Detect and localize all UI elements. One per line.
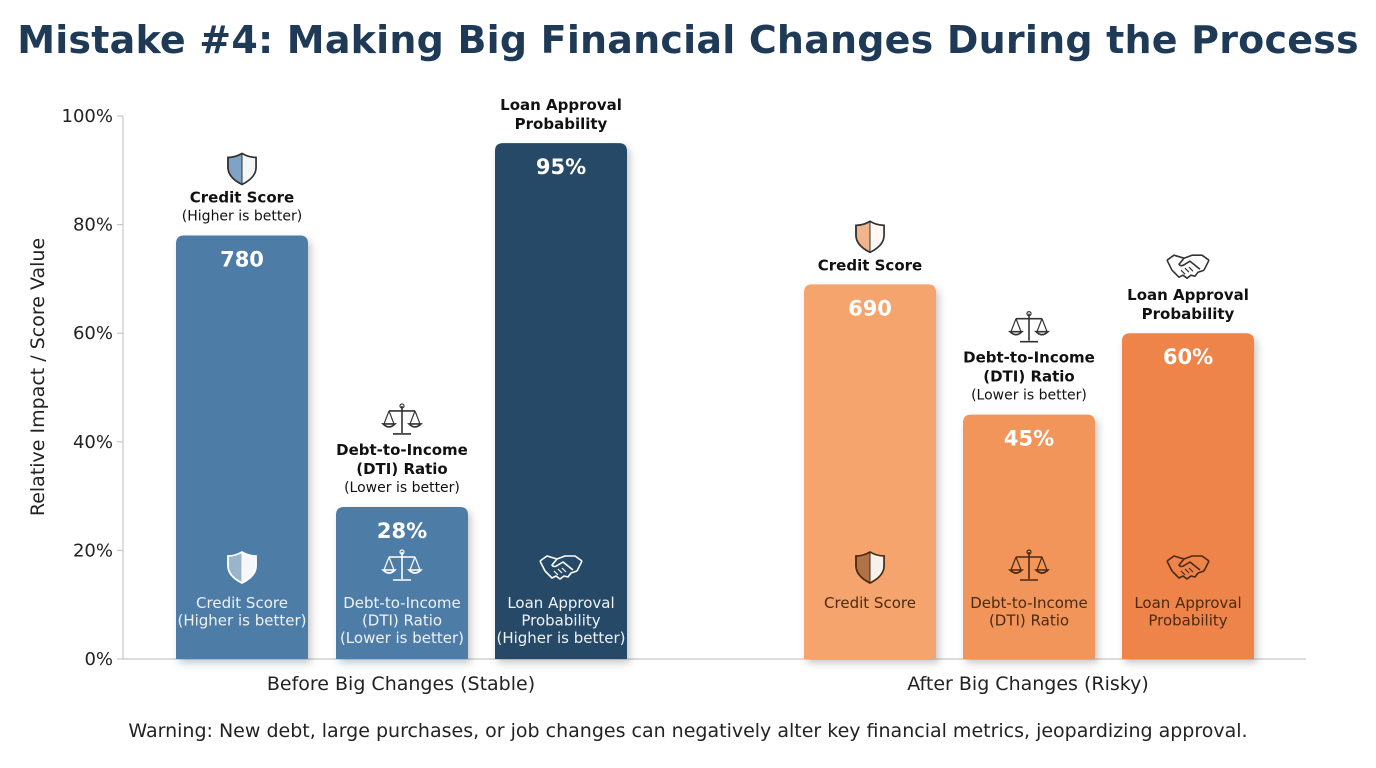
bar — [804, 284, 936, 659]
bar-annotation-title: (DTI) Ratio — [983, 368, 1075, 386]
bar — [963, 414, 1095, 659]
bar-inner-label: Credit Score — [824, 594, 916, 612]
bar-series-item: 690 Credit Score Credit Score — [804, 220, 936, 659]
bar-value-label: 28% — [377, 519, 427, 543]
bar-annotation-title: Debt-to-Income — [963, 349, 1095, 367]
bar-annotation-title: Loan Approval — [1127, 286, 1249, 304]
bar-series-item: 28%Debt-to-Income(DTI) Ratio(Lower is be… — [336, 403, 468, 659]
bar-value-label: 780 — [220, 247, 264, 271]
handshake-icon — [1166, 254, 1210, 280]
handshake-icon — [539, 555, 583, 580]
bar-inner-label: (DTI) Ratio — [362, 612, 442, 630]
bar-annotation-title: Probability — [1142, 305, 1235, 323]
bar-value-label: 95% — [536, 155, 586, 179]
bar-inner-label: (Higher is better) — [177, 612, 306, 630]
bar-inner-label: Debt-to-Income — [343, 594, 461, 612]
shield-icon — [227, 551, 257, 584]
bar-value-label: 690 — [848, 296, 892, 320]
bar-inner-label: Probability — [1148, 612, 1227, 630]
bar-inner-label: Loan Approval — [1134, 594, 1241, 612]
group-axis-label: Before Big Changes (Stable) — [267, 673, 535, 695]
y-tick-label: 40% — [73, 432, 113, 453]
y-tick-label: 100% — [62, 106, 113, 127]
bar-inner-label: Debt-to-Income — [970, 594, 1088, 612]
bar-series-item: 45%Debt-to-Income(DTI) RatioDebt-to-Inco… — [963, 311, 1095, 659]
warning-footnote: Warning: New debt, large purchases, or j… — [128, 720, 1248, 742]
scale-icon — [381, 403, 423, 435]
y-axis-label: Relative Impact / Score Value — [27, 238, 49, 516]
bar-annotation-title: Probability — [515, 115, 608, 133]
bar-inner-label: (DTI) Ratio — [989, 612, 1069, 630]
bar-inner-label: (Higher is better) — [496, 629, 625, 647]
bar-inner-label: Probability — [521, 612, 600, 630]
shield-icon — [855, 551, 885, 584]
y-tick-label: 0% — [84, 649, 113, 670]
bar — [1122, 333, 1254, 659]
scale-icon — [1008, 549, 1050, 581]
handshake-icon — [1166, 555, 1210, 580]
y-tick-label: 20% — [73, 540, 113, 561]
bar-annotation-subtitle: (Higher is better) — [182, 208, 302, 224]
scale-icon — [381, 549, 423, 581]
bar-value-label: 60% — [1163, 345, 1213, 369]
shield-icon — [855, 220, 885, 254]
bar-inner-label: (Lower is better) — [340, 629, 464, 647]
y-tick-label: 80% — [73, 215, 113, 236]
y-tick-label: 60% — [73, 323, 113, 344]
bar-inner-label: Credit Score — [196, 594, 288, 612]
bar — [336, 506, 468, 659]
bar-annotation-title: Debt-to-Income — [336, 441, 468, 459]
bar-annotation-title: Credit Score — [190, 188, 294, 206]
chart-title: Mistake #4: Making Big Financial Changes… — [17, 18, 1359, 62]
shield-icon — [227, 152, 257, 186]
bar-value-label: 45% — [1004, 427, 1054, 451]
bar — [176, 235, 308, 659]
group-axis-label: After Big Changes (Risky) — [907, 673, 1149, 695]
bar-annotation-subtitle: (Lower is better) — [971, 388, 1087, 404]
scale-icon — [1008, 311, 1050, 343]
bar-annotation-title: Credit Score — [818, 256, 922, 274]
bar-inner-label: Loan Approval — [507, 594, 614, 612]
bar-annotation-subtitle: (Lower is better) — [344, 480, 460, 496]
bar — [495, 143, 627, 659]
bar-annotation-title: Loan Approval — [500, 96, 622, 114]
group-after: 690 Credit Score Credit Score 45% Debt-to-In… — [804, 220, 1254, 695]
bar-annotation-title: (DTI) Ratio — [356, 460, 448, 478]
